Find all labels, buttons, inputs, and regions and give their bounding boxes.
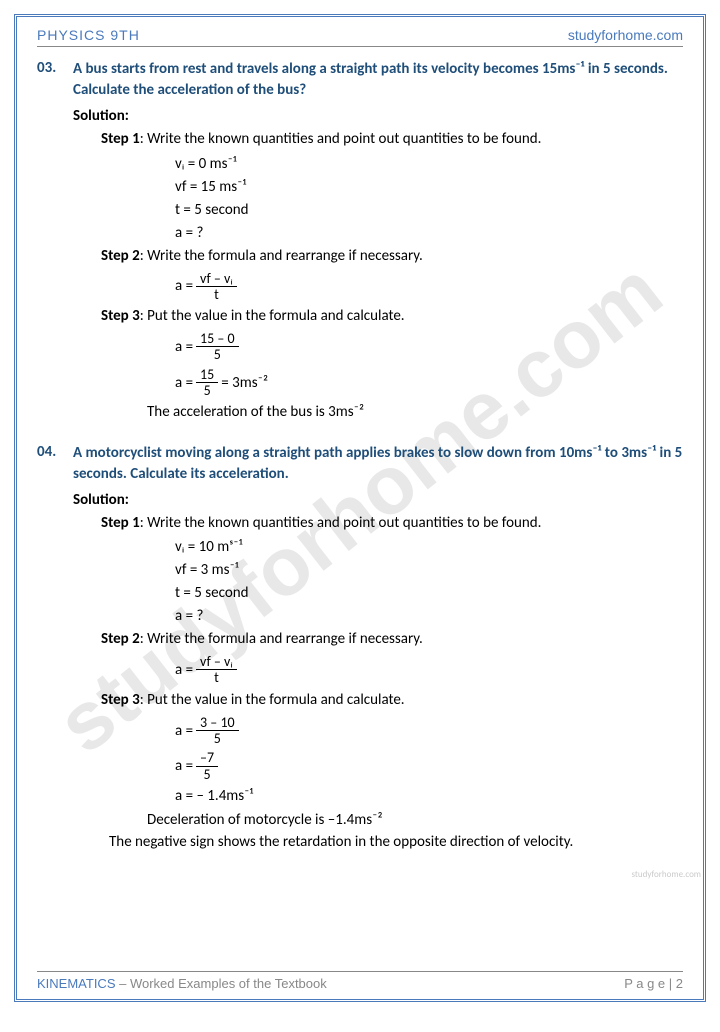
q4-a: a = ? xyxy=(175,606,683,627)
q3-c2-num: 15 xyxy=(196,367,218,383)
q3-vf: vf = 15 ms⁻¹ xyxy=(175,177,683,198)
q3-step2-text: : Write the formula and rearrange if nec… xyxy=(140,247,423,265)
q3-a: a = ? xyxy=(175,223,683,244)
q3-c2-den: 5 xyxy=(200,383,215,398)
q3-c1-lhs: a = xyxy=(175,338,193,356)
q4-step1-text: : Write the known quantities and point o… xyxy=(140,514,542,532)
question-4: 04. A motorcyclist moving along a straig… xyxy=(37,443,683,852)
q4-result: Deceleration of motorcycle is –1.4ms⁻² xyxy=(147,811,683,829)
q4-vi: vᵢ = 10 mˢ⁻¹ xyxy=(175,537,683,558)
footer-sub: – Worked Examples of the Textbook xyxy=(116,976,327,991)
q4-c2-lhs: a = xyxy=(175,757,193,775)
q4-vf: vf = 3 ms⁻¹ xyxy=(175,560,683,581)
q3-c1-den: 5 xyxy=(210,347,225,362)
q4-f-den: t xyxy=(210,670,223,685)
page-header: PHYSICS 9TH studyforhome.com xyxy=(37,27,683,47)
q3-step1: Step 1 xyxy=(101,130,140,148)
q4-f-lhs: a = xyxy=(175,661,193,679)
q3-step3: Step 3 xyxy=(101,307,140,325)
q4-calc2: a = –75 xyxy=(175,750,683,782)
q3-text: A bus starts from rest and travels along… xyxy=(73,59,683,101)
footer-topic: KINEMATICS xyxy=(37,976,116,991)
q4-c1-num: 3 – 10 xyxy=(196,715,239,731)
q4-solution-label: Solution: xyxy=(73,491,683,509)
q4-step3: Step 3 xyxy=(101,691,140,709)
q4-f-num: vf – vᵢ xyxy=(196,654,237,670)
header-left: PHYSICS 9TH xyxy=(37,27,140,43)
q4-step3-text: : Put the value in the formula and calcu… xyxy=(140,691,405,709)
q3-c2-lhs: a = xyxy=(175,374,193,392)
q3-step1-text: : Write the known quantities and point o… xyxy=(140,130,542,148)
q4-step2: Step 2 xyxy=(101,630,140,648)
q4-c2-num: –7 xyxy=(196,750,218,766)
q3-step3-text: : Put the value in the formula and calcu… xyxy=(140,307,405,325)
q3-c1-num: 15 – 0 xyxy=(196,331,239,347)
q3-f-lhs: a = xyxy=(175,277,193,295)
q3-c2-rhs: = 3ms⁻² xyxy=(221,374,268,392)
q4-step2-text: : Write the formula and rearrange if nec… xyxy=(140,630,423,648)
q3-f-den: t xyxy=(210,287,223,302)
q4-step1: Step 1 xyxy=(101,514,140,532)
q4-c1-den: 5 xyxy=(210,731,225,746)
watermark-small: studyforhome.com xyxy=(631,869,701,880)
footer-page: P a g e | 2 xyxy=(624,976,683,991)
q4-t: t = 5 second xyxy=(175,583,683,604)
header-right: studyforhome.com xyxy=(568,27,683,43)
q4-formula: a = vf – vᵢt xyxy=(175,654,683,686)
q4-text: A motorcyclist moving along a straight p… xyxy=(73,443,683,485)
q4-number: 04. xyxy=(37,443,73,485)
q4-calc3: a = – 1.4ms⁻¹ xyxy=(175,786,683,807)
question-3: 03. A bus starts from rest and travels a… xyxy=(37,59,683,421)
q4-note: The negative sign shows the retardation … xyxy=(109,833,683,851)
q3-t: t = 5 second xyxy=(175,200,683,221)
q4-calc1: a = 3 – 105 xyxy=(175,715,683,747)
q3-formula: a = vf – vᵢt xyxy=(175,271,683,303)
q3-vi: vᵢ = 0 ms⁻¹ xyxy=(175,154,683,175)
q3-result: The acceleration of the bus is 3ms⁻² xyxy=(147,403,683,421)
page-footer: KINEMATICS – Worked Examples of the Text… xyxy=(37,971,683,991)
q3-calc2: a = 155 = 3ms⁻² xyxy=(175,367,683,399)
q3-step2: Step 2 xyxy=(101,247,140,265)
q3-solution-label: Solution: xyxy=(73,107,683,125)
q3-number: 03. xyxy=(37,59,73,101)
q4-c1-lhs: a = xyxy=(175,722,193,740)
q4-c2-den: 5 xyxy=(200,767,215,782)
q3-calc1: a = 15 – 05 xyxy=(175,331,683,363)
q3-f-num: vf – vᵢ xyxy=(196,271,237,287)
